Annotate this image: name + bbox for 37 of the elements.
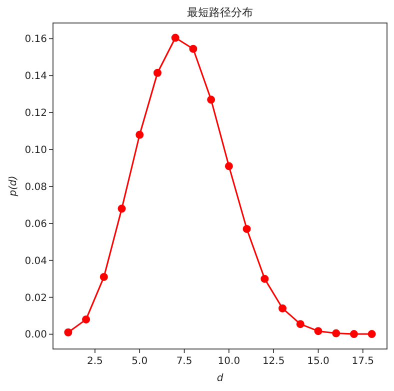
y-axis-title: p(d) [8, 176, 19, 198]
point [118, 204, 126, 213]
y-tick-label: 0.00 [24, 330, 47, 341]
point [100, 272, 108, 281]
point [368, 330, 376, 338]
chart-title: 最短路径分布 [187, 6, 253, 19]
x-tick-label: 17.5 [352, 356, 374, 367]
point [296, 320, 304, 328]
point [260, 274, 269, 283]
x-axis-title: d [216, 373, 224, 384]
point [332, 329, 340, 338]
point [82, 315, 90, 324]
y-tick-label: 0.06 [24, 218, 47, 230]
x-tick-label: 5.0 [132, 356, 148, 367]
x-tick-label: 15.0 [307, 356, 330, 367]
point [314, 327, 322, 336]
y-tick-label: 0.12 [24, 108, 47, 120]
point [350, 330, 358, 338]
point [136, 130, 144, 139]
y-tick-label: 0.16 [24, 34, 47, 46]
y-tick-label: 0.02 [24, 292, 47, 304]
y-tick-label: 0.10 [24, 145, 47, 156]
point [189, 44, 198, 53]
x-tick-label: 12.5 [262, 356, 285, 367]
x-tick-label: 7.5 [176, 356, 192, 367]
point [64, 328, 72, 336]
y-tick-label: 0.04 [24, 256, 47, 267]
x-tick-label: 10.0 [218, 356, 240, 367]
point [224, 162, 233, 170]
point [242, 224, 251, 233]
y-tick-label: 0.14 [24, 71, 47, 82]
point [171, 34, 180, 42]
point [153, 68, 162, 77]
y-tick-label: 0.08 [24, 182, 47, 193]
point [278, 304, 287, 312]
x-tick-label: 2.5 [87, 356, 103, 367]
point [207, 96, 216, 104]
